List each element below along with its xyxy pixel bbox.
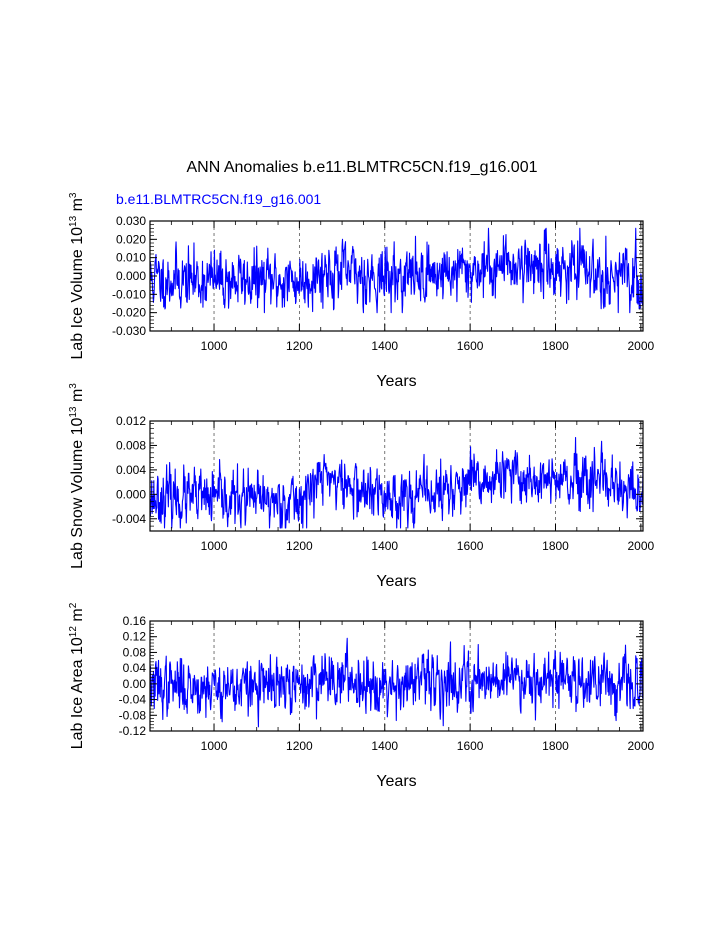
plot-frame (149, 420, 644, 532)
y-tick-label: -0.010 (112, 287, 146, 301)
x-tick-label: 1400 (371, 339, 398, 353)
y-tick-label: 0.010 (116, 251, 146, 265)
panels-group: 1000 1200 1400 1600 1800 2000 -0.030 -0.020 -0.0… (68, 192, 655, 790)
x-tick-label: 1000 (201, 339, 228, 353)
x-tick-label: 1800 (542, 339, 569, 353)
x-axis-title: Years (376, 773, 416, 790)
data-series-line (149, 436, 644, 529)
y-tick-label: 0.020 (116, 232, 146, 246)
y-axis-title: Lab Ice Volume 1013 m3 (68, 192, 86, 359)
x-tick-label: 1600 (457, 539, 484, 553)
x-tick-label: 1200 (286, 539, 313, 553)
y-tick-label: 0.12 (123, 630, 147, 644)
x-axis-title: Years (376, 573, 416, 590)
y-tick-label: 0.000 (116, 487, 146, 501)
x-axis-title: Years (376, 373, 416, 390)
x-tick-label: 1600 (457, 339, 484, 353)
y-tick-label: 0.08 (123, 645, 147, 659)
y-axis-title: Lab Snow Volume 1013 m3 (68, 383, 86, 569)
y-tick-label: 0.012 (116, 414, 146, 428)
y-tick-label: 0.000 (116, 269, 146, 283)
y-axis-title: Lab Ice Area 1012 m2 (68, 602, 86, 749)
data-series-line (149, 637, 644, 728)
x-tick-label: 1200 (286, 339, 313, 353)
x-tick-label: 2000 (628, 339, 655, 353)
legend-label: b.e11.BLMTRC5CN.f19_g16.001 (116, 191, 321, 207)
y-tick-label: -0.12 (119, 724, 147, 738)
data-series-line (149, 227, 644, 314)
y-tick-label: 0.008 (116, 438, 146, 452)
x-tick-label: 1000 (201, 739, 228, 753)
plot-frame (149, 620, 644, 732)
chart-panel-ice-area: 1000 1200 1400 1600 1800 2000 -0.12 -0.08-0.04 0… (68, 602, 655, 790)
y-tick-label: 0.00 (123, 677, 147, 691)
x-tick-label: 1800 (542, 739, 569, 753)
x-tick-label: 1600 (457, 739, 484, 753)
x-tick-label: 1400 (371, 739, 398, 753)
y-tick-label: 0.004 (116, 463, 146, 477)
y-tick-label: -0.08 (119, 708, 147, 722)
x-tick-label: 1800 (542, 539, 569, 553)
y-tick-label: -0.020 (112, 306, 146, 320)
x-tick-label: 1000 (201, 539, 228, 553)
y-tick-label: 0.04 (123, 661, 147, 675)
x-tick-label: 2000 (628, 739, 655, 753)
x-tick-label: 1200 (286, 739, 313, 753)
y-tick-label: 0.16 (123, 614, 147, 628)
y-tick-label: -0.030 (112, 324, 146, 338)
chart-panel-snow-volume: 1000 1200 1400 1600 1800 2000 -0.004 0.000 0.004… (68, 383, 655, 590)
chart-panel-ice-volume: 1000 1200 1400 1600 1800 2000 -0.030 -0.020 -0.0… (68, 192, 655, 390)
y-tick-label: -0.004 (112, 512, 146, 526)
x-tick-label: 1400 (371, 539, 398, 553)
y-tick-label: 0.030 (116, 214, 146, 228)
y-tick-label: -0.04 (119, 693, 147, 707)
figure-title: ANN Anomalies b.e11.BLMTRC5CN.f19_g16.00… (187, 159, 538, 176)
x-tick-label: 2000 (628, 539, 655, 553)
